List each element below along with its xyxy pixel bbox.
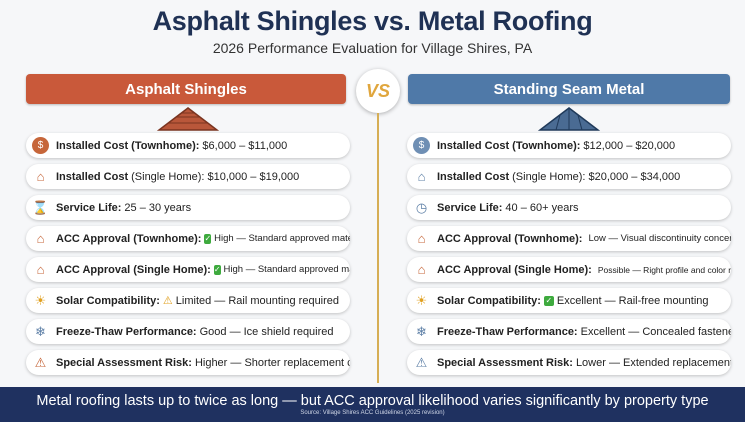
row-label: ACC Approval (Single Home): (56, 263, 211, 276)
asphalt-heading: Asphalt Shingles (26, 74, 346, 104)
row-value: Excellent — Concealed fasteners (580, 325, 731, 338)
row-label: Installed Cost (Townhome): (56, 139, 200, 152)
metal-row-cost-townhome: $ Installed Cost (Townhome): $12,000 – $… (407, 133, 731, 158)
row-label: ACC Approval (Single Home): (437, 263, 592, 276)
row-label: Service Life: (56, 201, 122, 214)
row-value: $20,000 – $34,000 (588, 170, 681, 183)
asphalt-roof-icon (157, 107, 219, 131)
row-label: Solar Compatibility: (56, 294, 160, 307)
metal-row-cost-single: ⌂ Installed Cost (Single Home): $20,000 … (407, 164, 731, 189)
footer-source: Source: Village Shires ACC Guidelines (2… (300, 410, 445, 416)
warning-icon: ⚠ (162, 295, 173, 307)
row-value: Low — Visual discontinuity concern (588, 233, 731, 244)
row-label: Freeze-Thaw Performance: (437, 325, 578, 338)
check-icon: ✓ (543, 295, 554, 306)
row-label-suffix: (Single Home): (131, 170, 205, 183)
asphalt-row-service-life: ⌛ Service Life: 25 – 30 years (26, 195, 350, 220)
metal-heading: Standing Seam Metal (408, 74, 730, 104)
approval-house-icon: ⌂ (417, 231, 426, 246)
snowflake-icon: ❄ (416, 323, 427, 339)
sun-icon: ☀ (415, 292, 428, 308)
row-label: Freeze-Thaw Performance: (56, 325, 197, 338)
metal-roof-icon (538, 107, 600, 131)
footer-banner: Metal roofing lasts up to twice as long … (0, 387, 745, 422)
row-label: Special Assessment Risk: (56, 356, 192, 369)
clock-icon: ◷ (415, 199, 428, 215)
asphalt-row-acc-single: ⌂ ACC Approval (Single Home): ✓ High — S… (26, 257, 350, 282)
row-label: Solar Compatibility: (437, 294, 541, 307)
asphalt-row-cost-single: ⌂ Installed Cost (Single Home): $10,000 … (26, 164, 350, 189)
row-value: Excellent — Rail-free mounting (556, 294, 709, 307)
asphalt-row-freeze-thaw: ❄ Freeze-Thaw Performance: Good — Ice sh… (26, 319, 350, 344)
metal-row-acc-single: ⌂ ACC Approval (Single Home): Possible —… (407, 257, 731, 282)
hourglass-icon: ⌛ (32, 199, 49, 215)
asphalt-row-cost-townhome: $ Installed Cost (Townhome): $6,000 – $1… (26, 133, 350, 158)
snowflake-icon: ❄ (35, 323, 46, 339)
row-value: Good — Ice shield required (199, 325, 334, 338)
approval-house-icon: ⌂ (36, 231, 45, 246)
center-divider (377, 113, 379, 383)
metal-row-solar: ☀ Solar Compatibility: ✓ Excellent — Rai… (407, 288, 731, 313)
check-icon: ✓ (204, 233, 212, 244)
row-value: Lower — Extended replacement cycle (575, 356, 731, 369)
row-value: $12,000 – $20,000 (583, 139, 676, 152)
sun-icon: ☀ (34, 292, 47, 308)
page-title: Asphalt Shingles vs. Metal Roofing (152, 6, 593, 36)
row-value: $6,000 – $11,000 (202, 139, 288, 152)
footer-message: Metal roofing lasts up to twice as long … (36, 393, 709, 409)
row-value: 25 – 30 years (124, 201, 192, 214)
house-icon: ⌂ (417, 169, 426, 184)
asphalt-row-solar: ☀ Solar Compatibility: ⚠ Limited — Rail … (26, 288, 350, 313)
dollar-icon: $ (413, 137, 430, 154)
asphalt-row-assessment-risk: ⚠ Special Assessment Risk: Higher — Shor… (26, 350, 350, 375)
check-icon: ✓ (213, 264, 221, 275)
page-subtitle: 2026 Performance Evaluation for Village … (212, 40, 533, 56)
row-label: Service Life: (437, 201, 503, 214)
row-value: Possible — Right profile and color requi… (597, 264, 731, 275)
asphalt-row-acc-townhome: ⌂ ACC Approval (Townhome): ✓ High — Stan… (26, 226, 350, 251)
house-icon: ⌂ (36, 169, 45, 184)
metal-row-acc-townhome: ⌂ ACC Approval (Townhome): Low — Visual … (407, 226, 731, 251)
row-label: Installed Cost (437, 170, 510, 183)
row-label: Installed Cost (56, 170, 129, 183)
dollar-icon: $ (32, 137, 49, 154)
row-value: 40 – 60+ years (505, 201, 579, 214)
approval-house-icon: ⌂ (36, 262, 45, 277)
warning-icon: ⚠ (415, 354, 428, 370)
row-value: $10,000 – $19,000 (207, 170, 300, 183)
metal-row-freeze-thaw: ❄ Freeze-Thaw Performance: Excellent — C… (407, 319, 731, 344)
warning-icon: ⚠ (34, 354, 47, 370)
row-label: Installed Cost (Townhome): (437, 139, 581, 152)
row-label-suffix: (Single Home): (512, 170, 586, 183)
vs-badge: VS (356, 69, 400, 113)
metal-row-assessment-risk: ⚠ Special Assessment Risk: Lower — Exten… (407, 350, 731, 375)
row-value: High — Standard approved material (214, 233, 350, 244)
approval-house-icon: ⌂ (417, 262, 426, 277)
row-value: High — Standard approved material (223, 264, 350, 275)
row-value: Limited — Rail mounting required (175, 294, 340, 307)
row-label: Special Assessment Risk: (437, 356, 573, 369)
row-label: ACC Approval (Townhome): (437, 232, 583, 245)
row-value: Higher — Shorter replacement cycle (194, 356, 350, 369)
row-label: ACC Approval (Townhome): (56, 232, 202, 245)
metal-row-service-life: ◷ Service Life: 40 – 60+ years (407, 195, 731, 220)
